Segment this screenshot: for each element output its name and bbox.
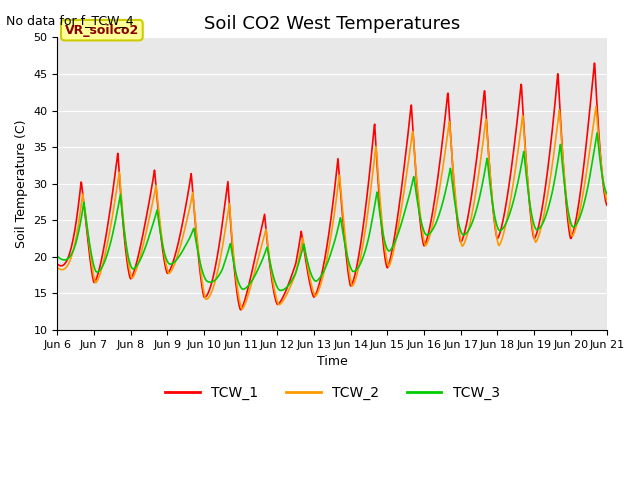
Title: Soil CO2 West Temperatures: Soil CO2 West Temperatures [204,15,461,33]
TCW_2 [238,306,246,312]
TCW_3 [604,192,611,198]
TCW_3 [593,130,601,136]
TCW_2 [604,199,611,205]
TCW_2 [54,265,61,271]
TCW_3 [54,253,61,259]
X-axis label: Time: Time [317,355,348,368]
TCW_3 [176,252,184,258]
TCW_2 [163,263,170,268]
TCW_1 [418,234,426,240]
TCW_1 [238,306,246,312]
TCW_1 [163,268,170,274]
TCW_1 [237,307,244,312]
TCW_3 [490,209,498,215]
TCW_3 [163,256,170,262]
TCW_1 [176,234,184,240]
TCW_2 [490,213,498,218]
TCW_2 [176,246,184,252]
Line: TCW_1: TCW_1 [58,63,607,310]
TCW_1 [490,215,498,220]
Y-axis label: Soil Temperature (C): Soil Temperature (C) [15,120,28,248]
TCW_1 [539,204,547,209]
TCW_1 [591,60,598,66]
Text: VR_soilco2: VR_soilco2 [65,24,139,36]
TCW_2 [237,305,245,311]
TCW_2 [539,219,547,225]
TCW_1 [54,261,61,267]
Line: TCW_2: TCW_2 [58,107,607,309]
TCW_3 [418,222,426,228]
TCW_3 [276,288,284,293]
Text: No data for f_TCW_4: No data for f_TCW_4 [6,14,134,27]
TCW_1 [604,203,611,208]
TCW_2 [418,226,426,232]
TCW_2 [592,104,600,109]
Legend: TCW_1, TCW_2, TCW_3: TCW_1, TCW_2, TCW_3 [160,380,505,405]
TCW_3 [539,221,547,227]
TCW_3 [237,285,245,291]
Line: TCW_3: TCW_3 [58,133,607,290]
